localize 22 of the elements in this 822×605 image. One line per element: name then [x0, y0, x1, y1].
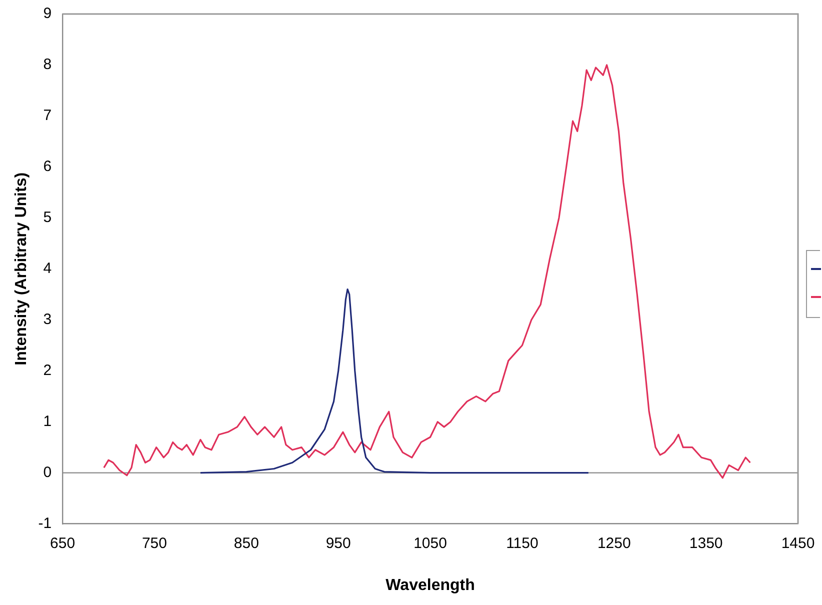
x-tick-label: 1250: [597, 534, 631, 552]
y-tick-label: 3: [43, 311, 52, 328]
x-tick-label: 1050: [414, 534, 447, 552]
x-tick-label: 1350: [689, 534, 723, 552]
y-tick-label: 6: [43, 158, 52, 176]
x-tick-label: 950: [326, 534, 351, 552]
x-axis-title: Wavelength: [386, 576, 475, 594]
y-tick-label: 0: [43, 464, 52, 481]
y-tick-label: 5: [43, 209, 52, 226]
y-tick-label: 9: [43, 5, 52, 22]
x-tick-label: 1450: [781, 534, 815, 552]
y-axis-title: Intensity (Arbitrary Units): [13, 172, 30, 366]
y-tick-label: -1: [38, 514, 52, 532]
x-tick-label: 850: [234, 534, 259, 552]
x-tick-label: 650: [50, 534, 76, 552]
x-tick-label: 1150: [506, 534, 538, 552]
y-tick-label: 2: [43, 362, 52, 379]
y-tick-label: 1: [43, 412, 52, 430]
y-tick-label: 7: [43, 107, 52, 124]
x-tick-label: 750: [142, 534, 167, 552]
y-tick-label: 8: [43, 56, 52, 74]
y-tick-label: 4: [43, 260, 52, 278]
